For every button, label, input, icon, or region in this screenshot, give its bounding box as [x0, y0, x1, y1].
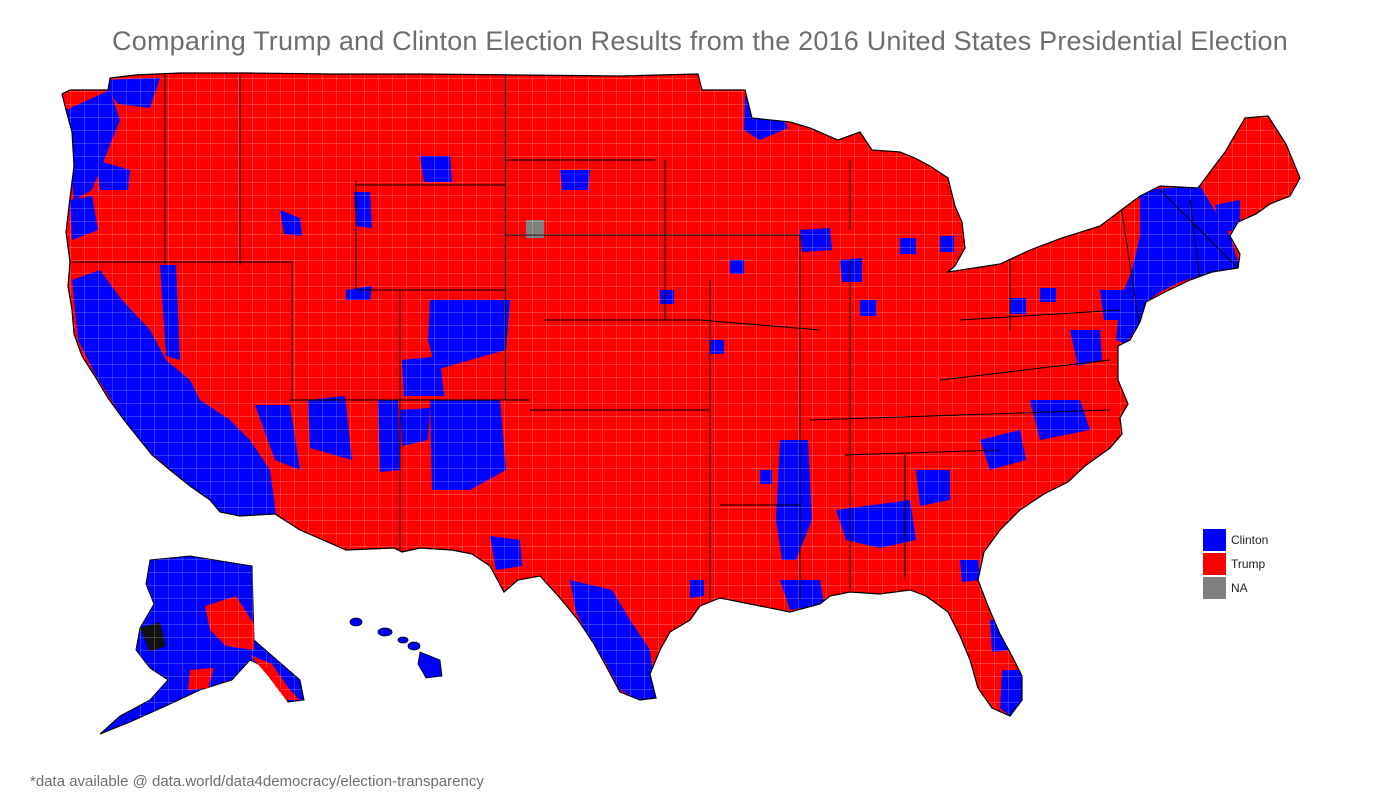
chart-title: Comparing Trump and Clinton Election Res…	[112, 26, 1288, 56]
hawaii	[349, 617, 443, 679]
legend-label-na: NA	[1231, 581, 1248, 595]
state-borders	[72, 75, 1241, 600]
legend-label-clinton: Clinton	[1231, 533, 1269, 547]
data-source-footnote: *data available @ data.world/data4democr…	[30, 773, 484, 790]
legend-swatch-na	[1203, 577, 1226, 599]
alaska	[99, 555, 305, 735]
legend-swatch-trump	[1203, 553, 1226, 575]
legend-swatch-clinton	[1203, 529, 1226, 551]
legend-label-trump: Trump	[1231, 557, 1266, 571]
